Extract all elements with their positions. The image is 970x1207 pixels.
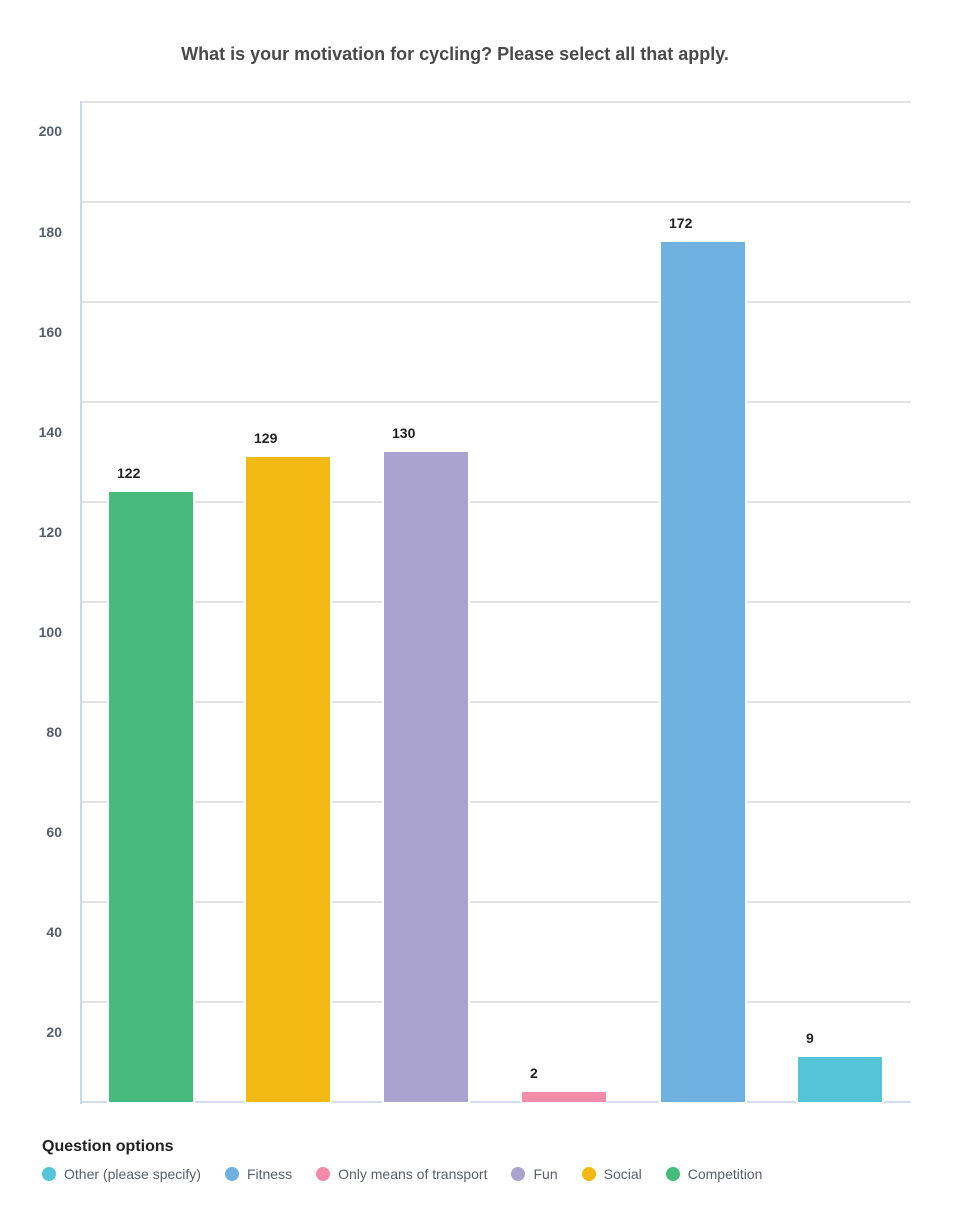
legend-dot-icon [316,1167,331,1181]
y-tick-label: 60 [46,824,62,840]
y-tick-label: 160 [38,324,62,340]
gridline [82,401,911,403]
legend-title: Question options [42,1138,174,1155]
chart-title: What is your motivation for cycling? Ple… [181,44,729,64]
y-tick-label: 180 [38,224,62,240]
legend-dot-icon [581,1167,596,1181]
gridline [82,301,911,303]
y-tick-label: 200 [38,123,62,139]
bar-fitness[interactable] [661,242,745,1102]
gridline [82,1001,911,1003]
y-tick-label: 120 [38,524,62,540]
legend-items: Other (please specify) Fitness Only mean… [42,1166,786,1182]
gridline [82,901,911,903]
legend-dot-icon [42,1167,56,1181]
bar-competition[interactable] [109,492,193,1102]
legend-item-fun[interactable]: Fun [511,1166,558,1182]
gridline [82,601,911,603]
legend-label: Other (please specify) [64,1166,201,1182]
gridline [82,101,911,103]
y-tick-label: 20 [46,1024,62,1040]
legend-dot-icon [665,1167,680,1181]
legend-label: Social [603,1166,642,1182]
y-axis-line [80,101,82,1104]
bar-value-label: 172 [669,215,693,231]
legend-label: Fun [533,1166,558,1182]
legend-item-other[interactable]: Other (please specify) [42,1166,201,1182]
legend-label: Only means of transport [338,1166,488,1182]
bar-value-label: 2 [530,1065,538,1081]
bar-only-means-of-transport[interactable] [522,1092,606,1102]
bar-social[interactable] [246,457,330,1102]
legend-dot-icon [224,1167,239,1181]
bar-value-label: 130 [392,425,416,441]
gridline [82,501,911,503]
y-tick-label: 80 [46,724,62,740]
legend-item-social[interactable]: Social [581,1166,642,1182]
bar-value-label: 129 [254,430,278,446]
legend-item-only-means-of-transport[interactable]: Only means of transport [316,1166,487,1182]
legend-dot-icon [511,1167,526,1181]
gridline [82,201,911,203]
legend-item-fitness[interactable]: Fitness [224,1166,293,1182]
x-axis-baseline [82,1101,911,1103]
gridline [82,801,911,803]
y-tick-label: 140 [38,424,62,440]
legend: Question options Other (please specify) … [42,1138,786,1182]
legend-label: Competition [687,1166,763,1182]
legend-label: Fitness [246,1166,293,1182]
bar-value-label: 122 [117,465,141,481]
gridline [82,701,911,703]
y-tick-label: 100 [38,624,62,640]
y-tick-label: 40 [46,924,62,940]
bar-value-label: 9 [806,1030,814,1046]
bar-other[interactable] [798,1057,882,1102]
legend-item-competition[interactable]: Competition [665,1166,763,1182]
bar-fun[interactable] [384,452,468,1102]
